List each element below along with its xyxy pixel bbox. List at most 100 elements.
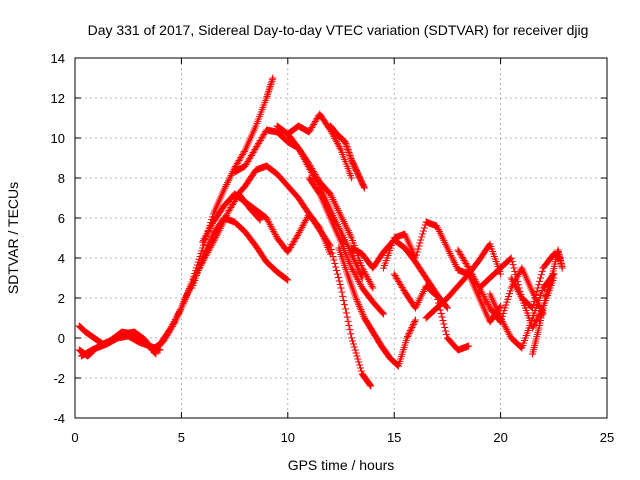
data-point — [264, 89, 272, 97]
data-point — [200, 236, 208, 244]
data-point — [244, 158, 252, 165]
data-point — [303, 161, 311, 169]
data-point — [367, 382, 375, 390]
data-point — [365, 277, 373, 285]
data-point — [283, 275, 291, 283]
data-point — [356, 304, 364, 312]
data-point — [443, 304, 451, 312]
data-point — [498, 317, 506, 325]
axis-ticks: 0 5 10 15 20 25 -4 -2 0 2 4 6 8 10 12 14 — [51, 51, 615, 445]
data-point — [482, 297, 490, 305]
data-point — [464, 263, 472, 270]
data-point — [510, 264, 518, 272]
data-point — [454, 246, 462, 254]
data-point — [397, 282, 405, 290]
data-point — [300, 220, 308, 228]
data-point — [241, 162, 249, 170]
data-point — [294, 232, 302, 239]
data-point — [435, 226, 443, 234]
data-point — [418, 233, 426, 241]
data-point — [160, 336, 168, 344]
data-point — [500, 321, 508, 329]
data-point — [299, 222, 307, 230]
data-point — [380, 310, 388, 318]
data-point — [284, 248, 292, 256]
data-point — [438, 313, 446, 321]
data-point — [419, 230, 427, 238]
data-point — [484, 301, 492, 309]
data-point — [355, 302, 363, 310]
data-point — [415, 242, 423, 250]
data-point — [332, 263, 340, 271]
data-point — [357, 281, 365, 289]
data-point — [333, 205, 341, 213]
data-point — [224, 208, 232, 216]
data-point — [531, 294, 539, 302]
data-point — [467, 269, 475, 277]
x-tick-label: 5 — [178, 430, 185, 445]
data-point — [396, 281, 404, 288]
data-point — [399, 285, 407, 293]
data-point — [357, 364, 365, 372]
data-point — [294, 143, 302, 151]
data-point — [265, 219, 273, 227]
series-arc8 — [231, 162, 375, 390]
data-point — [238, 152, 246, 160]
data-point — [432, 291, 440, 299]
data-point — [460, 257, 468, 264]
data-point — [443, 303, 451, 311]
data-point — [326, 242, 334, 250]
data-point — [535, 281, 543, 289]
data-point — [512, 282, 520, 290]
data-point — [353, 297, 361, 305]
data-point — [471, 276, 479, 284]
data-point — [312, 176, 320, 184]
data-point — [503, 298, 511, 306]
data-point — [547, 276, 555, 284]
data-point — [339, 292, 347, 300]
data-point — [266, 84, 274, 92]
data-point — [287, 242, 295, 250]
data-point — [265, 87, 273, 95]
data-point — [263, 94, 271, 102]
series-arc12 — [305, 174, 388, 318]
data-point — [208, 221, 216, 229]
data-point — [508, 276, 516, 284]
data-point — [469, 272, 477, 280]
data-point — [259, 132, 267, 140]
data-point — [532, 317, 540, 325]
data-point — [309, 170, 317, 178]
data-point — [307, 125, 315, 133]
series-arc21 — [486, 270, 558, 352]
data-point — [413, 248, 421, 256]
data-point — [510, 279, 518, 287]
data-point — [466, 266, 474, 274]
data-point — [161, 335, 169, 342]
data-point — [482, 296, 490, 304]
data-point — [352, 272, 360, 280]
data-point — [516, 291, 524, 299]
data-point — [298, 223, 306, 231]
data-point — [331, 260, 339, 267]
data-point — [349, 337, 357, 345]
data-point — [341, 138, 349, 146]
data-point — [458, 252, 466, 260]
data-point — [503, 326, 511, 334]
data-point — [311, 175, 319, 182]
data-point — [246, 155, 254, 162]
data-point — [546, 281, 554, 289]
data-point — [345, 322, 353, 329]
data-point — [468, 271, 476, 279]
x-axis-label: GPS time / hours — [288, 457, 395, 473]
data-point — [260, 131, 268, 138]
data-point — [542, 292, 550, 300]
data-point — [268, 77, 276, 85]
data-point — [536, 277, 544, 285]
data-point — [443, 331, 451, 338]
data-point — [201, 233, 209, 241]
data-point — [349, 340, 357, 348]
data-point — [366, 279, 374, 287]
data-point — [517, 343, 525, 351]
data-point — [455, 248, 463, 255]
